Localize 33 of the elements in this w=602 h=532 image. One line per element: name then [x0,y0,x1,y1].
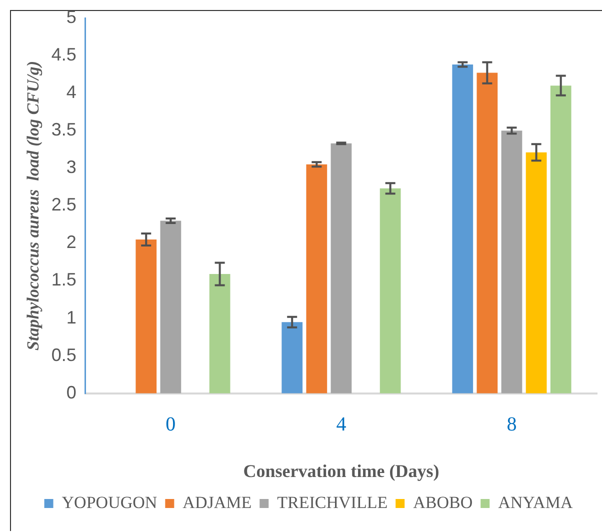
legend-label: ABOBO [413,492,473,512]
x-tick-label: 0 [166,414,176,436]
y-tick-label: 5 [66,6,76,27]
y-tick-label: 1.5 [51,270,76,290]
bar [306,164,328,394]
y-tick-label: 3.5 [51,120,76,140]
bar [501,130,522,394]
legend-label: ADJAME [182,492,252,512]
bar [330,143,352,394]
bar [380,188,401,394]
bar [550,86,572,394]
legend-label: ANYAMA [498,492,574,512]
y-tick-label: 1 [66,307,76,328]
x-tick-label: 4 [336,414,346,436]
bar [136,239,157,394]
y-tick-label: 0 [66,382,76,402]
legend-label: TREICHVILLE [277,492,388,512]
bar [526,152,547,394]
bar [209,274,230,394]
x-tick-label: 8 [506,414,517,436]
y-tick-label: 0.5 [51,344,76,365]
bar [476,72,498,394]
y-tick-label: 4 [66,82,76,102]
y-tick-label: 2.5 [51,194,76,215]
y-tick-label: 4.5 [51,44,76,65]
y-tick-label: 3 [66,157,76,178]
y-tick-label: 2 [66,232,76,252]
y-axis-title: Staphylococcus aureus load (log CFU/g) [24,60,43,350]
bar [160,220,182,394]
bar [452,64,474,394]
bar [282,322,303,394]
x-axis-title: Conservation time (Days) [243,460,440,481]
legend-label: YOPOUGON [62,492,158,512]
